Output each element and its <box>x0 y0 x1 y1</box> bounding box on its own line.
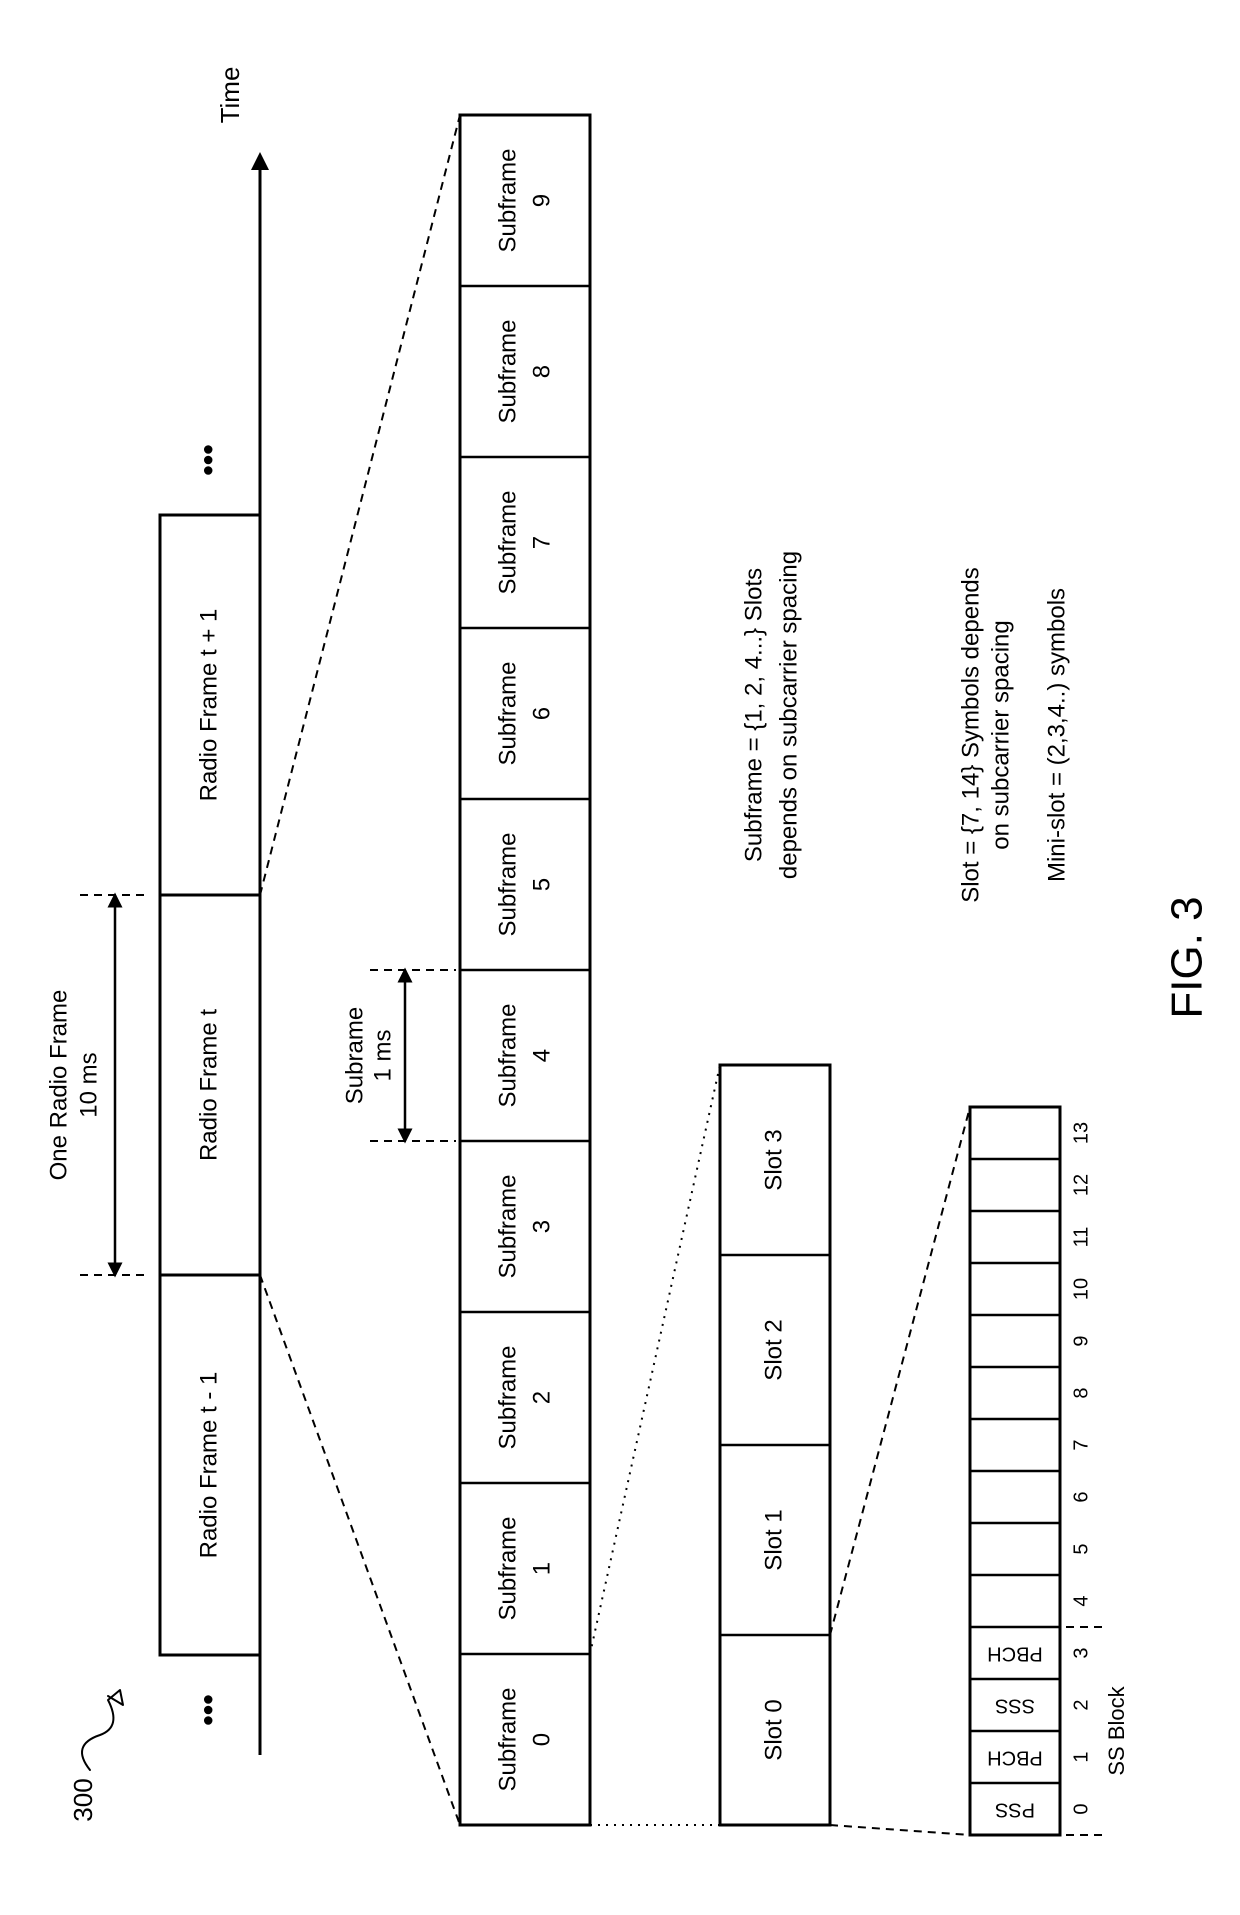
subframe-label-bot-4: 4 <box>528 1049 555 1062</box>
ss-block-label: SS Block <box>1104 1685 1129 1775</box>
radio-frame-label-0: Radio Frame t - 1 <box>195 1372 222 1559</box>
subframe-label-top-9: Subframe <box>494 148 521 252</box>
symbol-index-6: 6 <box>1070 1491 1092 1502</box>
symbol-ss-label-2: SSS <box>995 1695 1035 1717</box>
symbol-index-8: 8 <box>1070 1387 1092 1398</box>
symbol-index-0: 0 <box>1070 1803 1092 1814</box>
subframe-label-bot-0: 0 <box>528 1733 555 1746</box>
subframe-label-top-6: Subframe <box>494 661 521 765</box>
dim-frame-title: One Radio Frame <box>45 990 72 1181</box>
subframe-label-bot-9: 9 <box>528 194 555 207</box>
zoom-slot-right <box>830 1107 970 1635</box>
symbol-index-4: 4 <box>1070 1595 1092 1606</box>
subframe-label-bot-3: 3 <box>528 1220 555 1233</box>
subframe-label-top-7: Subframe <box>494 490 521 594</box>
dim-sub-duration: 1 ms <box>369 1029 396 1081</box>
symbol-index-13: 13 <box>1070 1122 1092 1144</box>
symbol-index-12: 12 <box>1070 1174 1092 1196</box>
ellipsis-right: ••• <box>192 444 225 476</box>
subframe-label-top-5: Subframe <box>494 832 521 936</box>
subframe-label-bot-5: 5 <box>528 878 555 891</box>
slot-label-0: Slot 0 <box>760 1699 787 1760</box>
dim-sub-title: Subrame <box>341 1007 368 1104</box>
figure-ref-arrow-icon <box>82 1690 123 1770</box>
ellipsis-left: ••• <box>192 1694 225 1726</box>
symbol-index-1: 1 <box>1070 1751 1092 1762</box>
zoom-frame-right <box>260 115 460 895</box>
slot-annot-3: Mini-slot = (2,3,4..) symbols <box>1043 588 1070 882</box>
symbol-index-9: 9 <box>1070 1335 1092 1346</box>
symbol-index-7: 7 <box>1070 1439 1092 1450</box>
radio-frame-label-2: Radio Frame t + 1 <box>195 609 222 802</box>
subframe-annot-2: depends on subcarrier spacing <box>775 551 802 879</box>
slot-label-1: Slot 1 <box>760 1509 787 1570</box>
symbol-ss-label-3: PBCH <box>987 1643 1043 1665</box>
subframe-label-bot-6: 6 <box>528 707 555 720</box>
subframe-label-top-2: Subframe <box>494 1345 521 1449</box>
slot-annot-2: on subcarrier spacing <box>987 620 1014 849</box>
dim-frame-duration: 10 ms <box>75 1052 102 1117</box>
zoom-slot-left <box>830 1825 970 1835</box>
time-axis-label: Time <box>215 67 245 124</box>
radio-frame-label-1: Radio Frame t <box>195 1009 222 1161</box>
symbol-index-2: 2 <box>1070 1699 1092 1710</box>
subframe-label-bot-8: 8 <box>528 365 555 378</box>
subframe-label-top-4: Subframe <box>494 1003 521 1107</box>
symbol-index-3: 3 <box>1070 1647 1092 1658</box>
slot-annot-1: Slot = {7, 14} Symbols depends <box>957 567 984 903</box>
subframe-label-top-3: Subframe <box>494 1174 521 1278</box>
slot-label-2: Slot 2 <box>760 1319 787 1380</box>
symbol-index-11: 11 <box>1070 1227 1092 1248</box>
symbol-index-5: 5 <box>1070 1543 1092 1554</box>
symbol-ss-label-1: PBCH <box>987 1747 1043 1769</box>
subframe-label-bot-7: 7 <box>528 536 555 549</box>
zoom-frame-left <box>260 1275 460 1825</box>
subframe-label-bot-2: 2 <box>528 1391 555 1404</box>
symbol-index-10: 10 <box>1070 1278 1092 1300</box>
slot-label-3: Slot 3 <box>760 1129 787 1190</box>
figure-ref-label: 300 <box>68 1778 98 1821</box>
figure-caption: FIG. 3 <box>1163 896 1212 1018</box>
zoom-sub-right <box>590 1065 720 1654</box>
subframe-label-bot-1: 1 <box>528 1562 555 1575</box>
symbol-ss-label-0: PSS <box>995 1799 1035 1821</box>
subframe-label-top-1: Subframe <box>494 1516 521 1620</box>
subframe-label-top-0: Subframe <box>494 1687 521 1791</box>
subframe-annot-1: Subframe = {1, 2, 4...} Slots <box>740 568 767 862</box>
subframe-label-top-8: Subframe <box>494 319 521 423</box>
